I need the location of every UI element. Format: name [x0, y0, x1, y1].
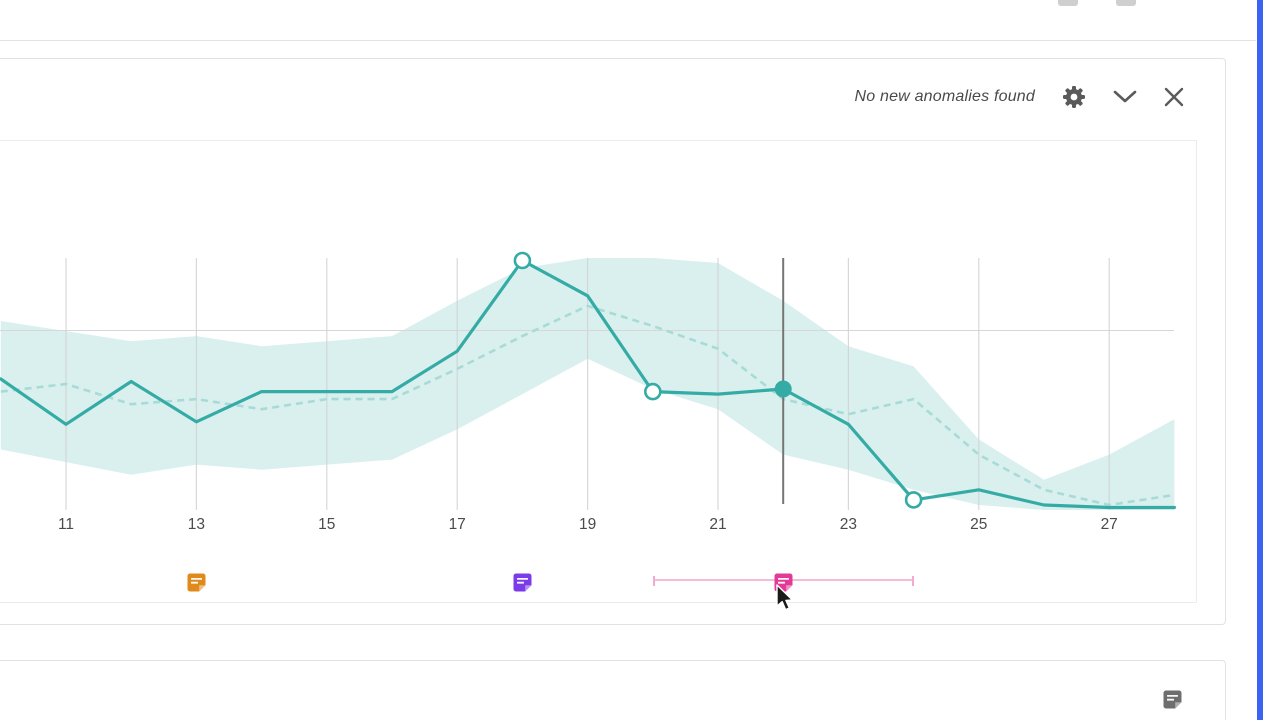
bottom-panel-card	[0, 660, 1226, 720]
trend-chart[interactable]: 11 13 15 17 19 21 23 25 27	[0, 140, 1197, 603]
bottom-panel-annotation-button[interactable]	[1163, 690, 1182, 709]
x-tick-label: 15	[318, 516, 335, 533]
expected-line	[0, 304, 1175, 507]
anomaly-marker[interactable]	[904, 491, 923, 509]
x-tick-label: 17	[449, 516, 466, 533]
close-button[interactable]	[1163, 86, 1185, 108]
note-icon	[513, 573, 532, 592]
confidence-band	[0, 258, 1175, 510]
top-divider	[0, 40, 1256, 41]
close-icon	[1164, 87, 1184, 107]
chevron-down-icon	[1113, 90, 1137, 103]
window-accent-strip	[1257, 0, 1263, 720]
x-tick-label: 25	[970, 516, 987, 533]
partial-toolbar-icon	[1116, 0, 1136, 6]
anomaly-card-header: No new anomalies found	[0, 84, 1197, 110]
actual-line	[0, 258, 1177, 510]
mouse-cursor	[774, 584, 798, 617]
anomaly-marker[interactable]	[643, 382, 662, 401]
annotation-note-icon[interactable]	[187, 573, 206, 592]
settings-button[interactable]	[1061, 84, 1087, 110]
x-tick-label: 23	[840, 516, 857, 533]
anomaly-marker[interactable]	[513, 251, 532, 270]
selected-point[interactable]	[774, 380, 792, 398]
gear-icon	[1063, 86, 1085, 108]
x-tick-label: 13	[188, 516, 205, 533]
collapse-button[interactable]	[1113, 90, 1137, 104]
x-tick-label: 19	[579, 516, 596, 533]
x-tick-label: 27	[1101, 516, 1118, 533]
note-icon	[187, 573, 206, 592]
annotation-note-icon[interactable]	[513, 573, 532, 592]
note-icon	[1163, 690, 1182, 709]
x-tick-label: 21	[709, 516, 726, 533]
partial-toolbar-icon	[1058, 0, 1078, 6]
plot-border	[0, 140, 1197, 603]
x-tick-label: 11	[58, 516, 74, 533]
anomaly-status-text: No new anomalies found	[854, 88, 1035, 105]
